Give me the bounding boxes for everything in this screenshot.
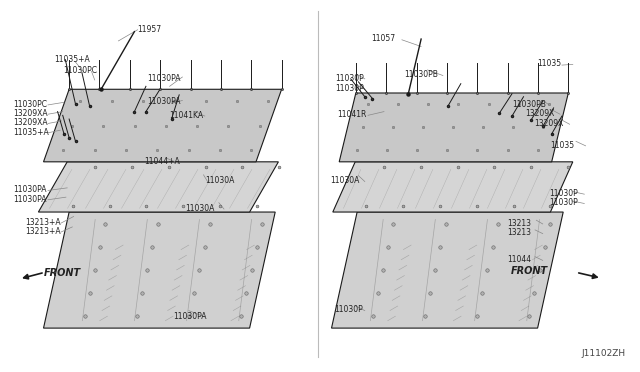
Text: 11035+A: 11035+A [54, 55, 90, 64]
Text: 11030P: 11030P [335, 84, 364, 93]
Text: 11030A: 11030A [205, 176, 234, 185]
Polygon shape [333, 162, 573, 212]
Text: J11102ZH: J11102ZH [582, 349, 626, 358]
Text: 13209X: 13209X [525, 109, 554, 118]
Text: 11057: 11057 [371, 34, 396, 43]
Text: 11030PC: 11030PC [63, 66, 97, 75]
Text: 11030PA: 11030PA [147, 74, 180, 83]
Polygon shape [44, 212, 275, 328]
Text: 11030P: 11030P [549, 198, 578, 207]
Text: 13213: 13213 [508, 228, 531, 237]
Text: 13209XA: 13209XA [13, 109, 47, 118]
Text: 11030PA: 11030PA [13, 195, 46, 203]
Text: 13213+A: 13213+A [26, 218, 61, 227]
Text: 11030PB: 11030PB [404, 70, 438, 79]
Text: 11030A: 11030A [330, 176, 360, 185]
Polygon shape [44, 89, 282, 162]
Polygon shape [332, 212, 563, 328]
Text: 11030P: 11030P [334, 305, 363, 314]
Text: 11041KA: 11041KA [170, 111, 204, 120]
Text: 11030PA: 11030PA [147, 97, 180, 106]
Text: 11030P: 11030P [549, 189, 578, 198]
Text: 11030PB: 11030PB [512, 100, 546, 109]
Text: 11035: 11035 [538, 59, 562, 68]
Text: 11030PC: 11030PC [13, 100, 47, 109]
Text: 11030PA: 11030PA [13, 185, 46, 194]
Text: 13213: 13213 [508, 219, 531, 228]
Polygon shape [339, 93, 568, 162]
Text: 13209XA: 13209XA [13, 118, 47, 127]
Text: FRONT: FRONT [511, 266, 548, 276]
Text: 11957: 11957 [138, 25, 162, 34]
Text: 11041R: 11041R [337, 110, 367, 119]
Text: 11030A: 11030A [186, 204, 215, 213]
Text: FRONT: FRONT [44, 269, 81, 278]
Text: 11030P: 11030P [335, 74, 364, 83]
Text: 13213+A: 13213+A [26, 227, 61, 236]
Text: 13209X: 13209X [534, 119, 564, 128]
Polygon shape [38, 162, 278, 212]
Text: 11044: 11044 [508, 255, 532, 264]
Text: 11044+A: 11044+A [144, 157, 180, 166]
Text: 11030PA: 11030PA [173, 312, 206, 321]
Text: 11035+A: 11035+A [13, 128, 49, 137]
Text: 11035: 11035 [550, 141, 575, 150]
